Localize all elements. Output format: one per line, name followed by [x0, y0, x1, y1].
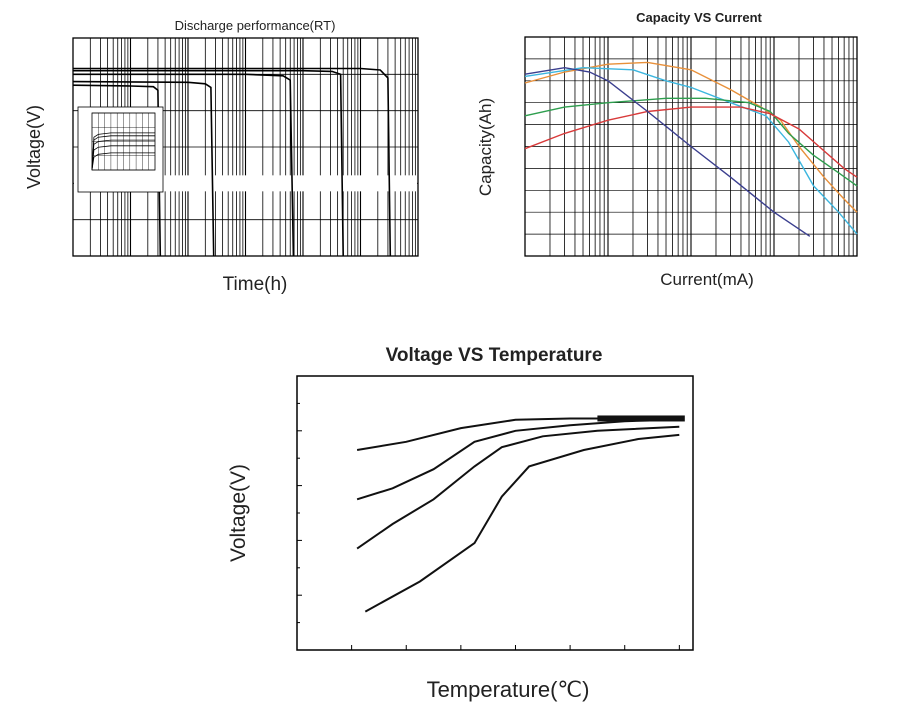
chart3-xlabel: Temperature(℃)	[427, 677, 590, 702]
temperature-chart: Voltage VS Temperature Temperature(℃) Vo…	[227, 345, 694, 702]
chart2-line-0℃	[524, 66, 858, 235]
chart1-inset-curve	[91, 152, 155, 171]
chart1-line-16Ω	[72, 80, 215, 257]
discharge-chart: Discharge performance(RT) Time(h) Voltag…	[24, 18, 419, 295]
chart1-xlabel: Time(h)	[223, 274, 288, 295]
chart3-y-ticks	[297, 375, 302, 651]
chart2-line--30℃	[524, 66, 811, 237]
capacity-chart: Capacity VS Current Current(mA) Capacity…	[476, 10, 858, 289]
chart1-title: Discharge performance(RT)	[175, 18, 336, 33]
chart2-xlabel: Current(mA)	[660, 270, 754, 289]
chart1-inset	[77, 106, 164, 193]
chart3-converged-band	[597, 415, 685, 422]
chart1-line-330Ω	[73, 73, 295, 257]
chart3-line-20mA	[356, 425, 680, 550]
chart3-x-ticks	[296, 645, 680, 650]
chart1-inset-curve	[91, 145, 155, 171]
chart2-line-20℃	[524, 61, 858, 213]
chart2-series	[524, 61, 858, 237]
chart3-ylabel: Voltage(V)	[227, 464, 250, 562]
chart2-grid	[525, 37, 857, 256]
chart1-line-1.8kΩ	[73, 69, 344, 257]
chart2-title: Capacity VS Current	[636, 10, 762, 25]
chart1-line-18kΩ	[73, 67, 392, 257]
chart2-ylabel: Capacity(Ah)	[476, 98, 495, 196]
chart3-series	[356, 415, 685, 613]
chart2-line-55℃	[524, 97, 858, 187]
chart3-line-0.2mA	[356, 417, 680, 451]
chart1-ylabel: Voltage(V)	[24, 105, 44, 189]
chart3-title: Voltage VS Temperature	[386, 345, 603, 366]
chart3-line-200mA	[364, 433, 680, 613]
chart1-inset-bg	[77, 106, 164, 193]
chart3-line-2mA	[356, 418, 680, 501]
chart2-line-72℃	[524, 106, 858, 178]
